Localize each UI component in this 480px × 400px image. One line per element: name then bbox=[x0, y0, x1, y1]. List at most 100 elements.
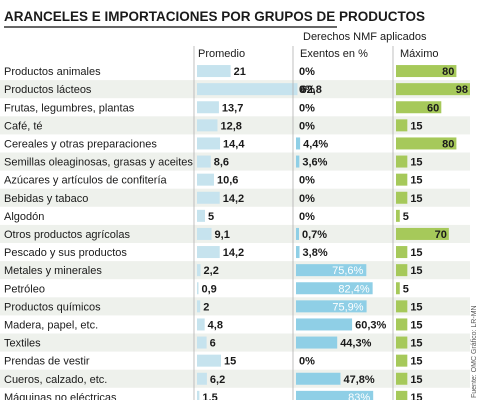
table-row: Frutas, legumbres, plantas 13,7 0% 60 bbox=[4, 101, 442, 114]
promedio-bar bbox=[197, 65, 231, 78]
table-row: Petróleo 0,9 82,4% 5 bbox=[4, 282, 409, 295]
row-shade bbox=[0, 116, 470, 135]
maximo-value: 5 bbox=[403, 211, 409, 223]
maximo-bar bbox=[396, 209, 400, 222]
promedio-value: 0,9 bbox=[202, 283, 217, 295]
promedio-bar bbox=[197, 209, 205, 222]
table-row: Pescado y sus productos 14,2 3,8% 15 bbox=[4, 246, 423, 259]
rows-layer: Productos animales 21 0% 80 Productos lácteo… bbox=[0, 46, 470, 400]
row-shade bbox=[0, 369, 470, 388]
promedio-value: 2,2 bbox=[204, 265, 219, 277]
maximo-value: 15 bbox=[410, 265, 422, 277]
promedio-value: 13,7 bbox=[222, 102, 243, 114]
table-row: Cereales y otras preparaciones 14,4 4,4% 80 bbox=[4, 137, 457, 150]
row-label: Otros productos agrícolas bbox=[4, 229, 130, 241]
promedio-bar bbox=[197, 264, 201, 277]
exentos-bar bbox=[296, 227, 299, 240]
promedio-bar bbox=[197, 227, 212, 240]
table-row: Bebidas y tabaco 14,2 0% 15 bbox=[0, 188, 470, 207]
maximo-value: 70 bbox=[435, 229, 447, 241]
exentos-value: 3,8% bbox=[303, 247, 328, 259]
row-label: Prendas de vestir bbox=[4, 356, 90, 368]
row-shade bbox=[0, 224, 470, 243]
exentos-bar bbox=[296, 264, 367, 277]
maximo-value: 98 bbox=[456, 84, 468, 96]
row-label: Café, té bbox=[4, 120, 43, 132]
table-row: Azúcares y artículos de confitería 10,6 0%… bbox=[4, 173, 423, 187]
maximo-bar bbox=[396, 264, 408, 277]
promedio-value: 15 bbox=[224, 356, 236, 368]
maximo-bar bbox=[396, 119, 408, 132]
table-row: Productos químicos 2 75,9% 15 bbox=[0, 297, 470, 316]
column-header-promedio: Promedio bbox=[198, 48, 245, 60]
row-label: Productos animales bbox=[4, 66, 101, 78]
exentos-value: 0% bbox=[299, 211, 315, 223]
maximo-bar bbox=[396, 173, 408, 186]
maximo-value: 5 bbox=[403, 283, 409, 295]
maximo-value: 15 bbox=[410, 338, 422, 350]
exentos-value: 0% bbox=[299, 175, 315, 187]
table-row: Algodón 5 0% 5 bbox=[4, 209, 409, 223]
exentos-bar bbox=[296, 300, 367, 313]
exentos-value: 83% bbox=[348, 392, 370, 400]
exentos-value: 75,6% bbox=[332, 265, 363, 277]
row-label: Máquinas no eléctricas bbox=[4, 392, 117, 400]
promedio-bar bbox=[197, 155, 211, 168]
row-label: Textiles bbox=[4, 338, 41, 350]
maximo-value: 15 bbox=[410, 319, 422, 331]
exentos-bar bbox=[296, 318, 353, 331]
column-header-maximo: Máximo bbox=[400, 48, 439, 60]
row-label: Bebidas y tabaco bbox=[4, 193, 88, 205]
promedio-value: 2 bbox=[203, 301, 209, 313]
exentos-value: 0% bbox=[299, 120, 315, 132]
exentos-value: 0% bbox=[299, 102, 315, 114]
maximo-value: 15 bbox=[410, 120, 422, 132]
exentos-bar bbox=[296, 336, 338, 349]
maximo-value: 15 bbox=[410, 356, 422, 368]
row-label: Petróleo bbox=[4, 283, 45, 295]
maximo-bar bbox=[396, 227, 449, 240]
row-label: Productos lácteos bbox=[4, 84, 92, 96]
exentos-value: 0% bbox=[299, 356, 315, 368]
exentos-bar bbox=[296, 137, 301, 150]
row-label: Semillas oleaginosas, grasas y aceites bbox=[4, 157, 193, 169]
promedio-bar bbox=[197, 282, 199, 295]
row-label: Madera, papel, etc. bbox=[4, 319, 98, 331]
exentos-value: 82,4% bbox=[338, 283, 369, 295]
maximo-bar bbox=[396, 282, 400, 295]
table-row: Semillas oleaginosas, grasas y aceites 8,… bbox=[0, 152, 470, 171]
maximo-value: 15 bbox=[410, 374, 422, 386]
promedio-bar bbox=[197, 137, 221, 150]
promedio-bar bbox=[197, 246, 220, 259]
group-header: Derechos NMF aplicados bbox=[303, 31, 427, 43]
exentos-bar bbox=[296, 372, 341, 385]
promedio-value: 14,2 bbox=[223, 247, 244, 259]
maximo-bar bbox=[396, 372, 408, 385]
row-shade bbox=[0, 152, 470, 171]
chart-title: ARANCELES E IMPORTACIONES POR GRUPOS DE … bbox=[4, 9, 425, 24]
maximo-bar bbox=[396, 336, 408, 349]
maximo-bar bbox=[396, 155, 408, 168]
column-header-exentos: Exentos en % bbox=[300, 48, 368, 60]
promedio-value: 6 bbox=[210, 338, 216, 350]
maximo-bar bbox=[396, 300, 408, 313]
maximo-value: 80 bbox=[442, 138, 454, 150]
promedio-value: 4,8 bbox=[208, 319, 223, 331]
table-row: Productos animales 21 0% 80 bbox=[4, 65, 457, 78]
exentos-value: 4,4% bbox=[303, 138, 328, 150]
exentos-value: 75,9% bbox=[332, 301, 363, 313]
exentos-value: 47,8% bbox=[343, 374, 374, 386]
promedio-value: 9,1 bbox=[215, 229, 230, 241]
promedio-value: 1,5 bbox=[202, 392, 217, 400]
promedio-bar bbox=[197, 336, 207, 349]
row-label: Azúcares y artículos de confitería bbox=[4, 175, 168, 187]
promedio-bar bbox=[197, 318, 205, 331]
promedio-bar bbox=[197, 101, 219, 114]
maximo-value: 15 bbox=[410, 247, 422, 259]
promedio-bar bbox=[197, 83, 298, 96]
maximo-value: 15 bbox=[410, 301, 422, 313]
exentos-bar bbox=[296, 246, 300, 259]
table-row: Prendas de vestir 15 0% 15 bbox=[4, 354, 423, 368]
